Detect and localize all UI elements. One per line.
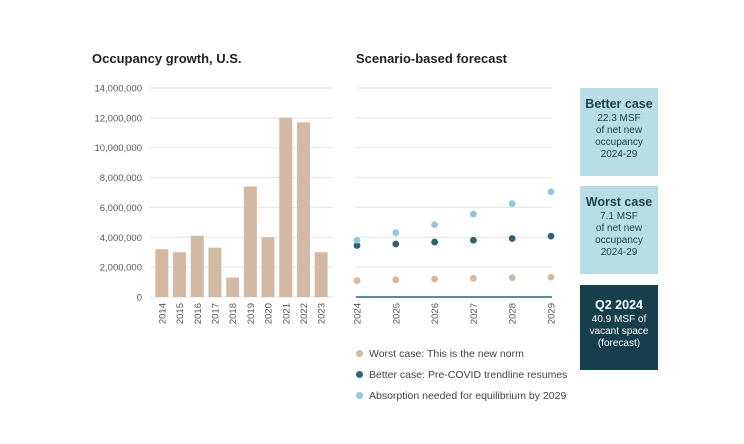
bar-x-tick-label: 2023: [317, 303, 328, 324]
bar-x-tick-label: 2019: [246, 303, 257, 324]
point-absorption-2028: [508, 200, 516, 208]
bar-2014: [155, 249, 169, 297]
q2-heading: Q2 2024: [595, 298, 643, 312]
scatter-x-tick-label: 2026: [430, 303, 441, 324]
bar-2023: [314, 252, 328, 297]
bar-2020: [261, 237, 275, 297]
legend-dot-worst: [356, 350, 363, 357]
point-better-2026: [431, 238, 438, 246]
scatter-x-tick-label: 2025: [391, 303, 402, 324]
point-better-2028: [508, 235, 516, 242]
right-chart-title: Scenario-based forecast: [356, 51, 508, 66]
bar-y-tick-label: 6,000,000: [100, 203, 142, 214]
bar-2017: [208, 247, 222, 297]
point-worst-2029: [547, 273, 555, 281]
bar-y-tick-label: 10,000,000: [94, 143, 142, 154]
point-absorption-2024: [353, 236, 361, 244]
worst-case-line: 2024-29: [600, 247, 638, 258]
point-better-2027: [470, 236, 477, 244]
point-better-2024: [353, 242, 361, 249]
bar-x-tick-label: 2015: [175, 303, 186, 324]
worst-case-heading: Worst case: [585, 195, 653, 209]
bar-2018: [226, 277, 240, 297]
better-case-box: Better case 22.3 MSF of net new occupanc…: [580, 88, 658, 176]
better-case-heading: Better case: [585, 97, 653, 111]
bar-y-tick-label: 14,000,000: [94, 84, 142, 95]
bar-2019: [243, 186, 257, 297]
legend-item-worst: Worst case: This is the new norm: [356, 343, 567, 364]
point-better-2025: [392, 240, 400, 248]
legend-item-absorption: Absorption needed for equilibrium by 202…: [356, 385, 567, 406]
worst-case-line: 7.1 MSF: [600, 211, 638, 222]
bar-x-tick-label: 2021: [281, 303, 292, 324]
worst-case-box: Worst case 7.1 MSF of net new occupancy …: [580, 186, 658, 274]
q2-line: (forecast): [597, 338, 641, 349]
scatter-x-tick-label: 2029: [547, 303, 558, 324]
better-case-line: 22.3 MSF: [597, 113, 641, 124]
legend-label-better: Better case: Pre-COVID trendline resumes: [369, 368, 568, 381]
scatter-x-tick-label: 2027: [469, 303, 480, 324]
point-absorption-2029: [547, 188, 555, 196]
forecast-legend: Worst case: This is the new norm Better …: [356, 343, 567, 406]
worst-case-line: occupancy: [595, 235, 643, 246]
better-case-line: occupancy: [595, 137, 643, 148]
bar-2015: [173, 252, 187, 297]
scatter-x-tick-label: 2024: [353, 303, 364, 324]
left-chart-title: Occupancy growth, U.S.: [92, 51, 242, 66]
legend-item-better: Better case: Pre-COVID trendline resumes: [356, 364, 567, 385]
legend-label-worst: Worst case: This is the new norm: [369, 347, 524, 360]
point-worst-2027: [470, 274, 477, 282]
q2-line: 40.9 MSF of: [591, 314, 647, 325]
scatter-x-tick-label: 2028: [508, 303, 519, 324]
bar-y-tick-label: 4,000,000: [100, 233, 142, 244]
bar-2016: [190, 235, 204, 297]
legend-dot-better: [356, 371, 363, 378]
bar-x-tick-label: 2014: [157, 303, 168, 324]
bar-y-tick-label: 2,000,000: [100, 263, 142, 274]
bar-x-tick-label: 2020: [264, 303, 275, 324]
worst-case-line: of net new: [595, 223, 643, 234]
legend-label-absorption: Absorption needed for equilibrium by 202…: [369, 389, 567, 402]
bar-2022: [296, 122, 310, 297]
bar-x-tick-label: 2017: [210, 303, 221, 324]
point-absorption-2027: [470, 210, 477, 218]
point-worst-2028: [508, 274, 516, 281]
point-worst-2025: [392, 276, 400, 284]
bar-y-tick-label: 0: [137, 293, 142, 304]
bar-2021: [279, 117, 293, 297]
point-worst-2026: [431, 275, 438, 283]
legend-dot-absorption: [356, 392, 363, 399]
bar-x-tick-label: 2022: [299, 303, 310, 324]
bar-x-tick-label: 2016: [193, 303, 204, 324]
point-worst-2024: [353, 277, 361, 284]
point-absorption-2026: [431, 221, 438, 228]
bar-x-tick-label: 2018: [228, 303, 239, 324]
bar-y-tick-label: 12,000,000: [94, 113, 142, 124]
better-case-line: of net new: [595, 125, 643, 136]
point-better-2029: [547, 232, 555, 240]
q2-2024-box: Q2 2024 40.9 MSF of vacant space (foreca…: [580, 285, 658, 370]
bar-y-tick-label: 8,000,000: [100, 173, 142, 184]
better-case-line: 2024-29: [600, 149, 638, 160]
q2-line: vacant space: [589, 326, 649, 337]
point-absorption-2025: [392, 229, 400, 237]
